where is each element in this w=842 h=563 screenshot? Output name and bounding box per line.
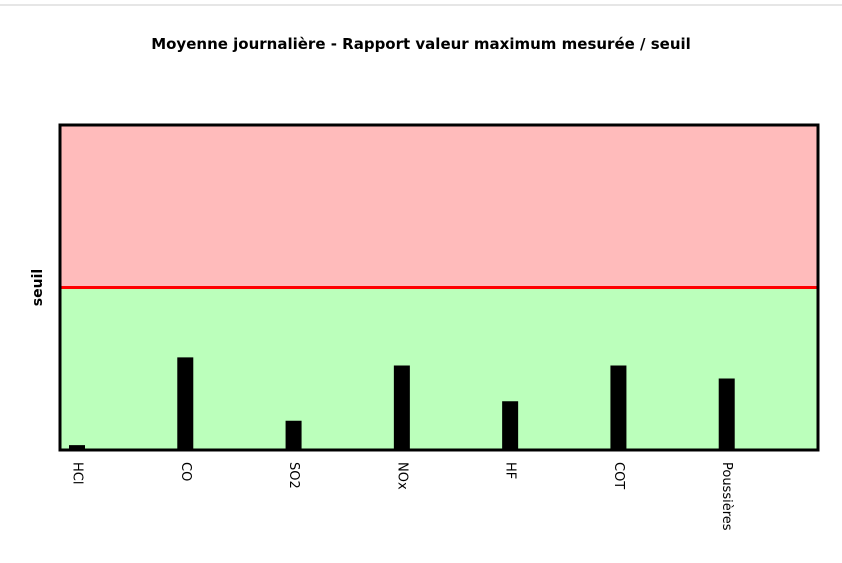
plot-frame — [58, 123, 820, 452]
bar — [718, 378, 735, 450]
threshold-label: seuil — [30, 269, 46, 306]
x-tick-label: HF — [503, 462, 518, 479]
x-tick-label: SO2 — [286, 462, 301, 489]
x-tick-label: NOx — [394, 462, 409, 490]
bar — [502, 401, 519, 450]
x-tick-label: Poussières — [719, 462, 734, 531]
bar — [177, 357, 194, 450]
x-tick-label: CO — [178, 462, 193, 481]
bar — [610, 365, 627, 450]
x-tick-label: COT — [611, 462, 626, 489]
bar — [69, 445, 85, 450]
bar — [285, 420, 302, 450]
chart-title: Moyenne journalière - Rapport valeur max… — [151, 35, 691, 53]
zone-above — [60, 125, 818, 288]
bar — [393, 365, 410, 450]
x-tick-label: HCl — [70, 462, 85, 484]
zone-below — [60, 287, 818, 450]
